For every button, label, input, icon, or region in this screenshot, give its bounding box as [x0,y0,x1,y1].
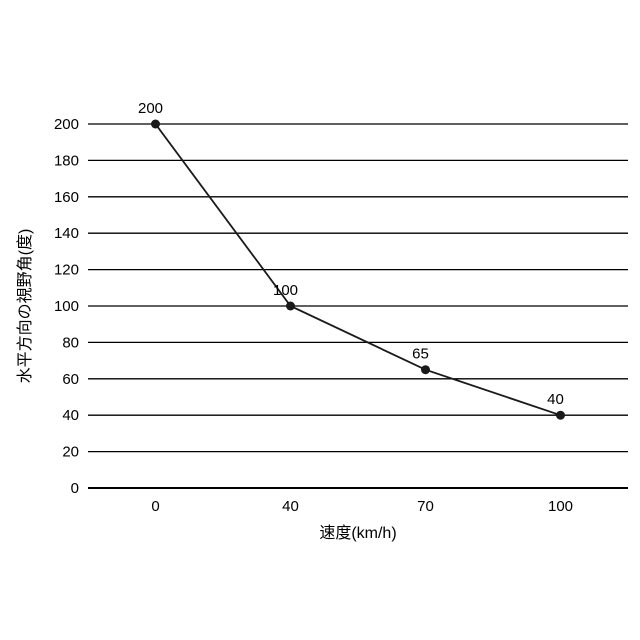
x-tick-label: 100 [548,498,573,515]
y-tick-label: 180 [54,152,79,169]
series-line [154,123,561,417]
data-label: 65 [412,346,429,363]
y-tick-label: 120 [54,262,79,279]
y-tick-label: 100 [54,298,79,315]
y-tick-label: 60 [62,371,79,388]
y-tick-label: 80 [62,334,79,351]
data-point-marker [286,301,295,311]
x-tick-label: 0 [151,498,159,515]
data-point-marker [151,119,160,129]
y-tick-label: 200 [54,116,79,133]
x-axis-title: 速度(km/h) [319,524,396,542]
data-label: 40 [547,391,564,408]
y-tick-label: 20 [62,444,79,461]
y-tick-label: 40 [62,407,79,424]
y-tick-label: 140 [54,225,79,242]
y-tick-label: 0 [71,480,79,497]
data-label: 200 [138,100,163,117]
x-tick-label: 70 [417,498,434,515]
y-axis-title: 水平方向の視野角(度) [16,229,34,384]
data-label: 100 [273,282,298,299]
data-point-marker [421,365,430,375]
y-tick-label: 160 [54,189,79,206]
x-tick-label: 40 [282,498,299,515]
data-point-marker [556,410,565,420]
